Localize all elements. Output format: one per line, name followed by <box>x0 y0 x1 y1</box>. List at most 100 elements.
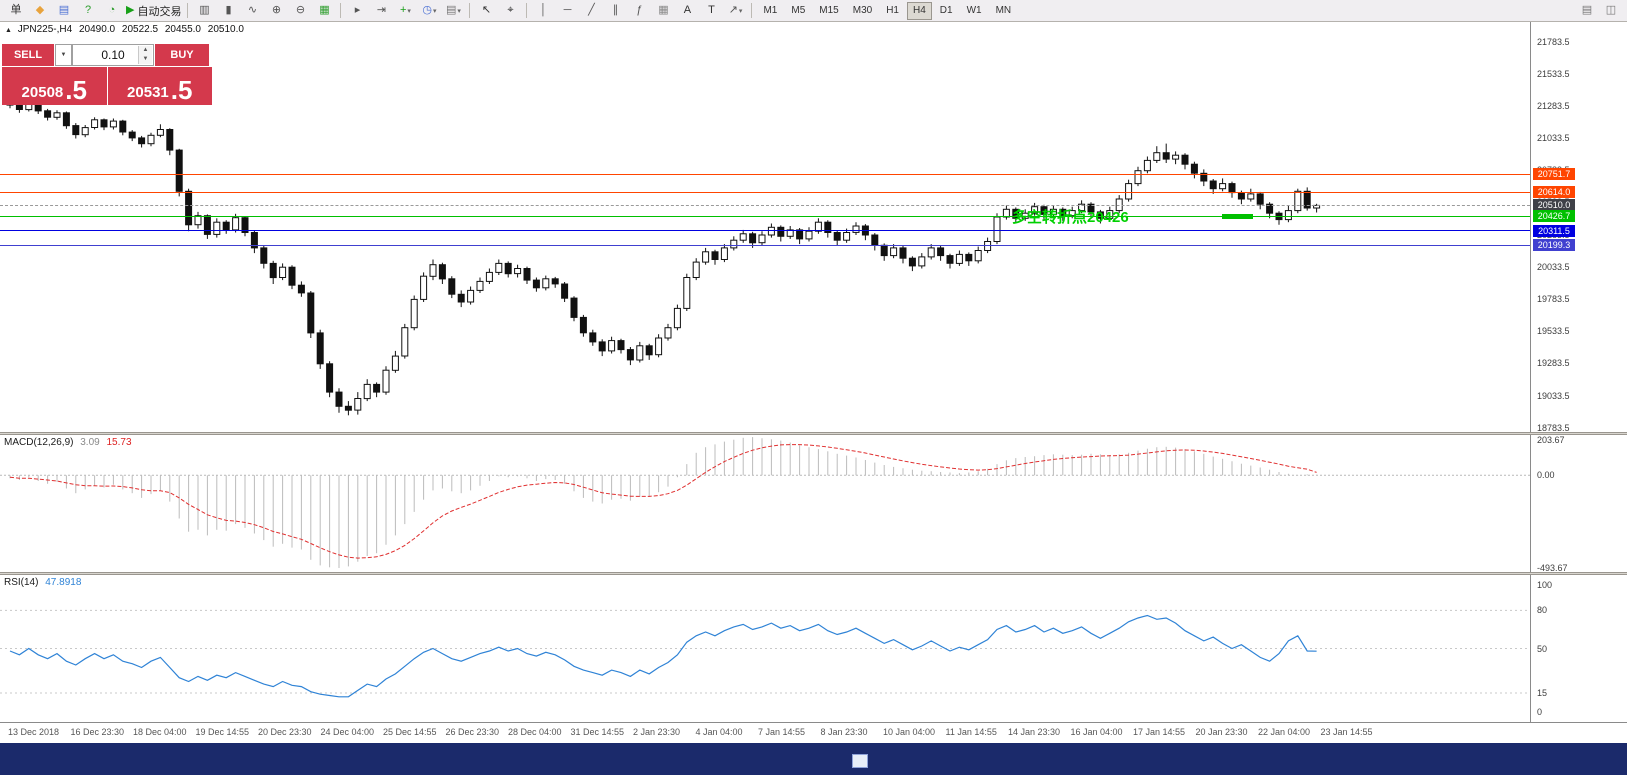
toolbar-separator <box>469 3 471 18</box>
terminal-icon[interactable]: ▤ <box>52 2 76 20</box>
tile-windows-icon[interactable]: ▦ <box>312 2 336 20</box>
price-tick: 21033.5 <box>1537 133 1570 144</box>
price-tick: 18783.5 <box>1537 422 1570 433</box>
windows-taskbar[interactable] <box>0 743 1627 775</box>
bar-open: 20490.0 <box>78 24 116 35</box>
timeframe-h1[interactable]: H1 <box>886 5 899 16</box>
macd-plot[interactable]: MACD(12,26,9) 3.09 15.73 <box>0 435 1531 572</box>
fibonacci-tool[interactable]: ƒ <box>627 2 651 20</box>
price-tick: 21283.5 <box>1537 100 1570 111</box>
macd-panel: MACD(12,26,9) 3.09 15.73 203.67 0.00 -493.… <box>0 435 1627 573</box>
arrows-tool-caret-icon[interactable]: ▾ <box>738 7 743 15</box>
auto-scroll-icon-glyph: ▸ <box>354 4 361 16</box>
bar-high: 20522.5 <box>121 24 159 35</box>
templates-button-caret-icon[interactable]: ▾ <box>457 7 461 15</box>
timeframe-h4[interactable]: H4 <box>906 1 932 20</box>
volume-input[interactable]: 0.10 ▲ ▼ <box>72 44 154 66</box>
zoom-in-icon[interactable]: ⊕ <box>264 2 288 20</box>
taskbar-icon[interactable] <box>852 754 868 768</box>
volume-down-icon[interactable]: ▼ <box>138 55 152 64</box>
time-label: 19 Dec 14:55 <box>195 727 250 737</box>
zoom-in-icon-glyph: ⊕ <box>271 4 282 16</box>
symbol-period: JPN225-,H4 <box>17 24 73 35</box>
volume-dropdown[interactable]: ▼ <box>55 44 72 66</box>
autotrading-button[interactable]: ▶ 自动交易 <box>124 2 183 20</box>
time-label: 4 Jan 04:00 <box>695 727 743 737</box>
timeframe-m5[interactable]: M5 <box>791 5 806 16</box>
sell-button[interactable]: SELL <box>2 44 54 66</box>
candle-chart-mode-icon[interactable]: ▮ <box>216 2 240 20</box>
indicators-button-glyph: + <box>399 4 407 16</box>
green-trend-segment[interactable] <box>1222 214 1253 219</box>
macd-tick: -493.67 <box>1537 562 1568 573</box>
cursor-tool-glyph: ↖ <box>481 4 492 16</box>
panel-splitter-2[interactable] <box>0 572 1627 575</box>
chart-annotation-text[interactable]: 多空转折点20426 <box>1012 209 1129 226</box>
line-chart-mode-icon[interactable]: ∿ <box>240 2 264 20</box>
text-label-tool[interactable]: T <box>699 2 723 20</box>
rsi-plot[interactable]: RSI(14) 47.8918 <box>0 575 1531 722</box>
vertical-line-tool[interactable]: │ <box>531 2 555 20</box>
rsi-tick: 50 <box>1537 643 1548 654</box>
templates-button[interactable]: ▤ ▾ <box>441 2 465 20</box>
crosshair-tool-glyph: ⌖ <box>507 4 514 16</box>
macd-axis: 203.67 0.00 -493.67 <box>1532 435 1627 573</box>
arrows-tool-glyph: ↗ <box>728 4 738 16</box>
auto-scroll-icon[interactable]: ▸ <box>345 2 369 20</box>
arrows-tool[interactable]: ↗ ▾ <box>723 2 747 20</box>
zoom-out-icon[interactable]: ⊖ <box>288 2 312 20</box>
timeframe-mn[interactable]: MN <box>995 5 1012 16</box>
bar-chart-mode-icon[interactable]: ▥ <box>192 2 216 20</box>
buy-quote[interactable]: 20531 .5 <box>106 67 212 105</box>
price-line-label-20614.0: 20614.0 <box>1533 186 1575 199</box>
expand-arrow-icon[interactable]: ▲ <box>5 27 12 34</box>
periods-button[interactable]: ◷ ▾ <box>417 2 441 20</box>
tile-windows-icon-glyph: ▦ <box>319 4 330 16</box>
candlestick-chart <box>6 97 1321 416</box>
chart-shift-icon[interactable]: ⇥ <box>369 2 393 20</box>
price-line-label-20311.5: 20311.5 <box>1533 224 1575 237</box>
horizontal-line-tool[interactable]: ─ <box>555 2 579 20</box>
indicators-button-caret-icon[interactable]: ▾ <box>407 7 411 15</box>
trendline-tool[interactable]: ╱ <box>579 2 603 20</box>
grid-tool-icon[interactable]: ▦ <box>651 2 675 20</box>
sell-quote[interactable]: 20508 .5 <box>2 67 107 105</box>
timeframe-w1[interactable]: W1 <box>966 5 982 16</box>
channel-tool[interactable]: ∥ <box>603 2 627 20</box>
crosshair-tool[interactable]: ⌖ <box>498 2 522 20</box>
market-watch-icon[interactable]: ◔ <box>100 2 124 20</box>
rsi-chart <box>0 609 1530 698</box>
buy-button[interactable]: BUY <box>155 44 209 66</box>
periods-button-caret-icon[interactable]: ▾ <box>433 7 437 15</box>
indicators-button[interactable]: + ▾ <box>393 2 417 20</box>
toolbar-separator <box>340 3 342 18</box>
panel-splitter-1[interactable] <box>0 432 1627 435</box>
fibonacci-tool-glyph: ƒ <box>636 4 643 16</box>
channel-tool-glyph: ∥ <box>612 4 619 16</box>
cursor-tool[interactable]: ↖ <box>474 2 498 20</box>
timeframe-m1[interactable]: M1 <box>763 5 778 16</box>
print-icon[interactable]: ▤ <box>1575 2 1599 20</box>
time-axis[interactable]: 13 Dec 2018 16 Dec 23:30 18 Dec 04:00 19 De… <box>0 722 1627 743</box>
timeframe-m15[interactable]: M15 <box>819 5 839 16</box>
chart-profile-icon[interactable]: ◫ <box>1599 2 1623 20</box>
help-icon-glyph: ? <box>84 4 92 16</box>
timeframe-m30[interactable]: M30 <box>852 5 873 16</box>
timeframe-d1[interactable]: D1 <box>939 5 953 16</box>
time-label: 31 Dec 14:55 <box>570 727 625 737</box>
rsi-label: RSI(14) 47.8918 <box>4 577 81 588</box>
time-label: 2 Jan 23:30 <box>633 727 681 737</box>
rsi-panel: RSI(14) 47.8918 100 80 50 15 0 <box>0 575 1627 722</box>
vertical-line-tool-glyph: │ <box>540 4 547 16</box>
templates-button-glyph: ▤ <box>446 4 457 16</box>
time-label: 20 Jan 23:30 <box>1195 727 1248 737</box>
new-order-button[interactable]: 单 <box>4 2 28 20</box>
price-chart-plot[interactable]: ▲ JPN225-,H4 20490.0 20522.5 20455.0 205… <box>0 22 1531 432</box>
autotrading-button-glyph: ▶ <box>126 4 135 16</box>
rsi-value: 47.8918 <box>45 577 82 588</box>
time-label: 11 Jan 14:55 <box>945 727 997 737</box>
help-icon[interactable]: ? <box>76 2 100 20</box>
charts-icon[interactable]: ◆ <box>28 2 52 20</box>
text-tool[interactable]: A <box>675 2 699 20</box>
